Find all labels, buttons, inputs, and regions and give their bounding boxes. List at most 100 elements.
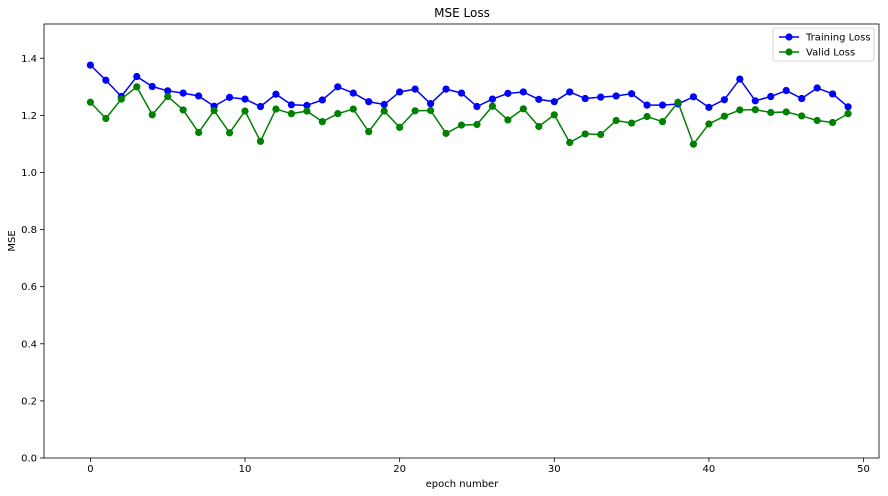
series-1-point (736, 106, 744, 114)
series-0-point (550, 98, 558, 106)
series-1-point (643, 112, 651, 121)
series-0-point (751, 97, 759, 105)
series-1-point (303, 107, 311, 115)
series-1-point (597, 130, 605, 139)
series-1-point (674, 98, 682, 106)
legend-label-1: Valid Loss (806, 48, 855, 59)
legend-marker-1 (785, 48, 793, 56)
series-1-point (318, 118, 326, 126)
series-0-point (179, 89, 187, 97)
series-0-point (581, 94, 589, 103)
y-tick-label: 0.8 (21, 225, 37, 236)
series-1-point (658, 118, 667, 126)
series-0-point (241, 95, 249, 103)
y-tick-label: 1.4 (21, 54, 37, 65)
series-1-point (256, 137, 265, 145)
series-0-point (287, 101, 296, 109)
series-1-point (457, 121, 466, 129)
series-1-point (164, 92, 172, 101)
series-0-point (349, 89, 357, 97)
series-1-point (86, 98, 94, 106)
series-1-point (365, 128, 373, 136)
series-0-point (148, 82, 156, 91)
series-0-point (813, 84, 821, 92)
series-1-point (179, 106, 187, 114)
series-1-point (396, 123, 404, 131)
series-0-point (504, 89, 512, 97)
series-0-point (225, 93, 234, 101)
series-1-point (504, 116, 512, 124)
series-1-point (349, 105, 357, 113)
plot-frame (43, 23, 880, 459)
series-0-point (612, 92, 620, 100)
series-0-point (829, 90, 837, 98)
series-1-point (612, 116, 620, 125)
y-tick-label: 0.4 (21, 339, 37, 350)
x-tick-label: 40 (703, 464, 716, 475)
series-1-point (720, 112, 728, 120)
series-1-point (148, 111, 156, 119)
series-1-point (581, 130, 589, 138)
legend-marker-0 (785, 33, 793, 41)
series-1-point (535, 122, 543, 131)
series-1-point (426, 106, 435, 115)
series-1-point (411, 107, 419, 115)
series-1-point (195, 128, 203, 137)
series-1-point (566, 138, 574, 147)
series-1-point (241, 107, 249, 115)
series-1-point (844, 110, 852, 118)
series-0-point (318, 96, 326, 104)
series-0-point (164, 87, 172, 95)
series-0-point (767, 92, 775, 101)
series-0-point (720, 96, 728, 104)
series-1-point (550, 111, 558, 119)
series-0-point (473, 102, 481, 111)
series-1-point (751, 106, 759, 114)
series-1-point (272, 105, 280, 113)
series-0-point (380, 100, 388, 109)
series-1-point (829, 118, 837, 127)
series-0-point (844, 103, 852, 111)
series-0-point (426, 100, 435, 108)
x-tick-label: 30 (548, 464, 561, 475)
series-0-point (535, 95, 543, 103)
series-0-point (736, 75, 744, 83)
series-1-point (767, 108, 775, 117)
series-0-point (798, 94, 806, 103)
series-0-point (519, 88, 527, 96)
series-1-point (689, 140, 698, 148)
series-1-point (210, 106, 218, 115)
y-axis-title: MSE (7, 230, 18, 251)
series-0-point (643, 101, 651, 109)
x-tick-label: 50 (857, 464, 870, 475)
series-1-point (380, 107, 388, 115)
series-0-point (365, 98, 373, 106)
series-0-point (782, 86, 790, 95)
y-tick-label: 1.2 (21, 111, 37, 122)
series-1-point (488, 102, 497, 110)
series-0-point (334, 83, 342, 91)
y-tick-label: 1.0 (21, 168, 37, 179)
series-1-point (705, 120, 713, 128)
series-1-point (627, 119, 636, 127)
series-0-point (488, 95, 497, 103)
series-0-point (597, 93, 605, 101)
series-0-point (396, 88, 404, 96)
series-0-point (566, 88, 574, 96)
y-tick-label: 0.6 (21, 282, 37, 293)
legend-label-0: Training Loss (805, 33, 871, 44)
series-1-point (102, 114, 110, 123)
series-1-point (442, 129, 450, 137)
series-0-point (457, 89, 466, 97)
series-1-point (782, 108, 790, 116)
x-tick-label: 20 (393, 464, 406, 475)
series-0-point (195, 92, 203, 100)
series-0-point (442, 85, 450, 93)
series-1-point (117, 95, 125, 103)
y-tick-label: 0.0 (21, 454, 37, 465)
series-0-point (272, 90, 280, 98)
series-1-point (519, 105, 527, 113)
series-1-point (133, 83, 141, 91)
